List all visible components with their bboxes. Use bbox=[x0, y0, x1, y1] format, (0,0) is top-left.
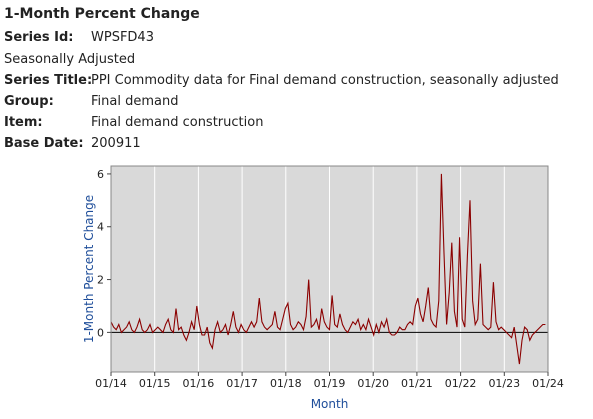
series-id-value: WPSFD43 bbox=[91, 30, 154, 45]
x-tick-label: 01/23 bbox=[488, 377, 520, 390]
x-tick-label: 01/14 bbox=[95, 377, 127, 390]
y-axis: 0 2 4 6 bbox=[97, 168, 111, 339]
x-tick-label: 01/19 bbox=[314, 377, 346, 390]
base-date-value: 200911 bbox=[91, 136, 141, 151]
adjustment-value: Seasonally Adjusted bbox=[4, 52, 136, 67]
series-title-label: Series Title: bbox=[4, 73, 93, 88]
series-title-value: PPI Commodity data for Final demand cons… bbox=[91, 73, 559, 88]
x-tick-label: 01/22 bbox=[445, 377, 477, 390]
y-tick-label: 6 bbox=[97, 168, 104, 181]
x-tick-label: 01/17 bbox=[226, 377, 258, 390]
x-axis: 01/14 01/15 01/16 01/17 01/18 01/19 01/20 01/21… bbox=[95, 372, 564, 390]
x-tick-label: 01/24 bbox=[532, 377, 564, 390]
series-id-label: Series Id: bbox=[4, 30, 74, 45]
x-tick-label: 01/16 bbox=[183, 377, 215, 390]
group-label: Group: bbox=[4, 94, 54, 109]
x-tick-label: 01/21 bbox=[401, 377, 433, 390]
base-date-label: Base Date: bbox=[4, 136, 84, 151]
group-value: Final demand bbox=[91, 94, 179, 109]
item-value: Final demand construction bbox=[91, 115, 264, 130]
x-tick-label: 01/18 bbox=[270, 377, 302, 390]
y-axis-title: 1-Month Percent Change bbox=[82, 195, 96, 343]
series-id-row: Series Id: WPSFD43 bbox=[4, 30, 154, 45]
adjustment-row: Seasonally Adjusted bbox=[4, 52, 135, 67]
y-tick-label: 0 bbox=[97, 326, 104, 339]
x-tick-label: 01/20 bbox=[357, 377, 389, 390]
item-label: Item: bbox=[4, 115, 43, 130]
group-row: Group: Final demand bbox=[4, 94, 178, 109]
series-line bbox=[110, 173, 546, 365]
base-date-row: Base Date: 200911 bbox=[4, 136, 141, 151]
y-tick-label: 2 bbox=[97, 274, 104, 287]
x-axis-title: Month bbox=[311, 397, 349, 411]
series-title-row: Series Title:PPI Commodity data for Fina… bbox=[4, 73, 559, 88]
x-tick-label: 01/15 bbox=[139, 377, 171, 390]
item-row: Item: Final demand construction bbox=[4, 115, 263, 130]
y-tick-label: 4 bbox=[97, 221, 104, 234]
chart-title: 1-Month Percent Change bbox=[4, 6, 200, 22]
